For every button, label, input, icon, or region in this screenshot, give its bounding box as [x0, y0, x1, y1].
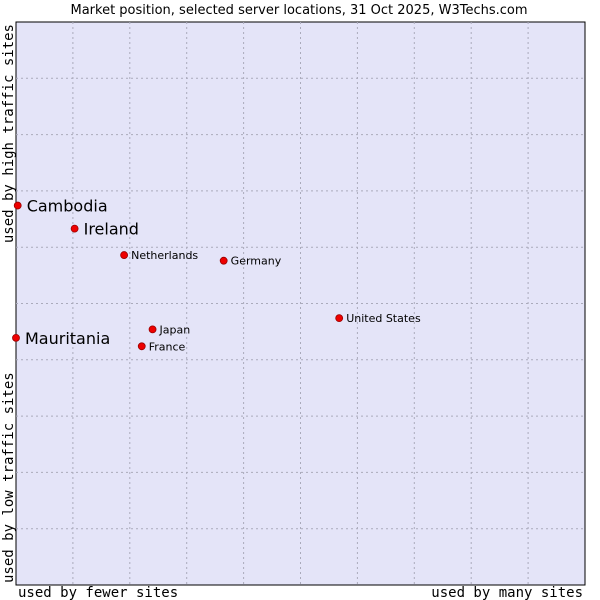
point-label-united-states: United States — [346, 312, 421, 325]
chart-title: Market position, selected server locatio… — [70, 3, 527, 18]
point-ireland — [70, 224, 79, 233]
point-label-japan: Japan — [159, 323, 191, 336]
point-label-france: France — [149, 340, 186, 353]
y-axis-label-bottom: used by low traffic sites — [1, 372, 17, 583]
point-united-states — [335, 314, 344, 323]
point-japan — [148, 325, 157, 334]
point-germany — [219, 256, 228, 265]
point-netherlands — [120, 251, 129, 259]
point-label-germany: Germany — [231, 255, 282, 268]
point-label-ireland: Ireland — [84, 220, 139, 239]
point-label-cambodia: Cambodia — [27, 197, 108, 216]
point-cambodia — [13, 201, 22, 210]
point-mauritania — [12, 333, 20, 342]
point-france — [137, 342, 146, 351]
data-points: Cambodia Ireland Mauritania Netherlands Germ… — [12, 197, 421, 353]
y-axis-label-top: used by high traffic sites — [1, 24, 17, 243]
point-label-mauritania: Mauritania — [25, 329, 110, 348]
point-label-netherlands: Netherlands — [131, 249, 198, 262]
x-axis-label-right: used by many sites — [431, 585, 583, 600]
x-axis-label-left: used by fewer sites — [18, 585, 178, 600]
grid-lines — [16, 22, 585, 585]
